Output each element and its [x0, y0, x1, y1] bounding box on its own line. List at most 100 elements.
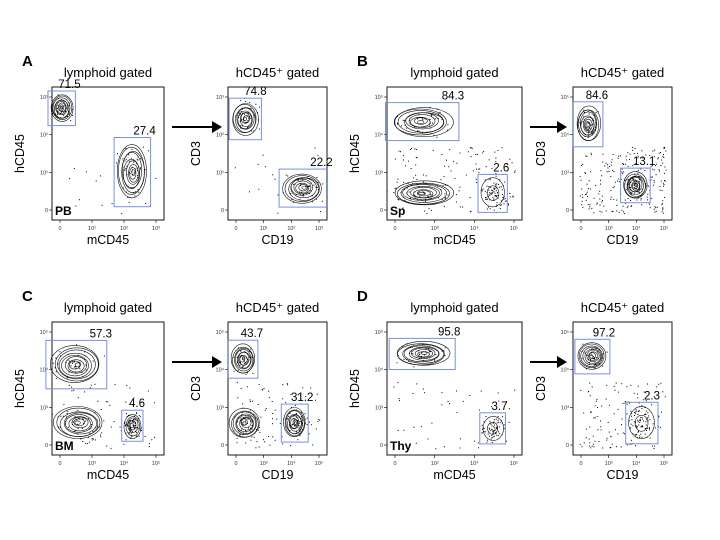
- event-dot: [94, 427, 96, 429]
- gate-percentage: 4.6: [129, 398, 145, 410]
- event-dot: [514, 170, 516, 172]
- event-dot: [133, 418, 134, 420]
- event-dot: [89, 432, 91, 434]
- event-dot: [422, 191, 424, 193]
- event-dot: [251, 428, 253, 430]
- event-dot: [248, 117, 250, 119]
- event-dot: [55, 378, 57, 380]
- event-dot: [272, 436, 274, 438]
- event-dot: [641, 405, 643, 407]
- event-dot: [639, 179, 641, 181]
- event-dot: [251, 436, 253, 438]
- event-dot: [244, 415, 246, 417]
- event-dot: [300, 398, 302, 400]
- event-dot: [103, 355, 105, 357]
- event-dot: [490, 423, 492, 425]
- x-tick-label: 10³: [260, 461, 268, 467]
- event-dot: [437, 113, 439, 115]
- event-dot: [647, 193, 649, 195]
- y-tick-label: 10³: [40, 405, 48, 411]
- event-dot: [398, 150, 400, 152]
- event-dot: [255, 417, 256, 419]
- event-dot: [628, 187, 630, 189]
- event-dot: [585, 199, 587, 201]
- event-dot: [94, 412, 96, 414]
- density-contour: [68, 416, 91, 432]
- event-dot: [236, 442, 238, 444]
- event-dot: [425, 348, 427, 350]
- event-dot: [259, 431, 261, 433]
- event-dot: [51, 113, 53, 115]
- event-dot: [248, 356, 250, 358]
- ungated-population: [228, 407, 261, 439]
- event-dot: [613, 386, 615, 387]
- event-dot: [618, 211, 620, 213]
- event-dot: [490, 193, 491, 195]
- event-dot: [429, 351, 431, 352]
- event-dot: [588, 126, 590, 128]
- event-dot: [646, 419, 648, 421]
- x-tick-label: 10²: [120, 226, 128, 232]
- event-dot: [258, 119, 260, 121]
- event-dot: [662, 207, 664, 209]
- event-dot: [67, 359, 69, 361]
- event-dot: [644, 170, 646, 171]
- event-dot: [435, 448, 437, 450]
- event-dot: [493, 199, 495, 201]
- event-dot: [605, 162, 607, 164]
- density-contour: [411, 347, 436, 359]
- event-dot: [418, 358, 420, 359]
- y-tick-label: 0: [566, 443, 569, 449]
- event-dot: [294, 405, 296, 406]
- x-tick-label: 10⁴: [470, 460, 479, 467]
- event-dot: [78, 417, 80, 419]
- event-dot: [629, 402, 630, 404]
- event-dot: [497, 197, 499, 199]
- panel-letter: D: [357, 288, 368, 305]
- density-contour: [578, 343, 605, 368]
- event-dot: [60, 426, 62, 428]
- event-dot: [582, 207, 584, 209]
- event-dot: [495, 190, 497, 192]
- event-dot: [621, 418, 623, 420]
- event-dot: [495, 418, 497, 420]
- density-contour: [228, 407, 260, 438]
- event-dot: [625, 202, 627, 204]
- event-dot: [134, 418, 136, 420]
- event-dot: [419, 347, 421, 349]
- event-dot: [593, 357, 595, 359]
- event-dot: [583, 109, 585, 111]
- event-dot: [287, 417, 289, 419]
- event-dot: [626, 189, 628, 190]
- y-axis-label: hCD45: [13, 134, 27, 173]
- gating-arrow: [530, 121, 567, 133]
- event-dot: [131, 158, 132, 160]
- event-dot: [66, 107, 68, 109]
- event-dot: [497, 435, 499, 437]
- event-dot: [403, 181, 405, 183]
- event-dot: [244, 113, 245, 115]
- event-dot: [302, 387, 304, 389]
- event-dot: [63, 105, 65, 107]
- event-dot: [491, 193, 493, 195]
- event-dot: [495, 432, 497, 434]
- event-dot: [491, 406, 493, 408]
- event-dot: [274, 409, 276, 411]
- density-contour: [125, 416, 140, 437]
- event-dot: [586, 191, 588, 193]
- event-dot: [54, 114, 56, 116]
- event-dot: [486, 199, 488, 200]
- event-dot: [491, 167, 493, 169]
- event-dot: [494, 187, 496, 189]
- event-dot: [262, 154, 264, 156]
- event-dot: [512, 196, 514, 198]
- event-dot: [240, 127, 242, 129]
- event-dot: [292, 201, 294, 203]
- event-dot: [260, 416, 262, 418]
- event-dot: [256, 441, 258, 442]
- event-dot: [145, 203, 147, 204]
- event-dot: [135, 168, 137, 170]
- event-dot: [627, 152, 629, 154]
- event-dot: [68, 371, 70, 373]
- event-dot: [397, 382, 399, 384]
